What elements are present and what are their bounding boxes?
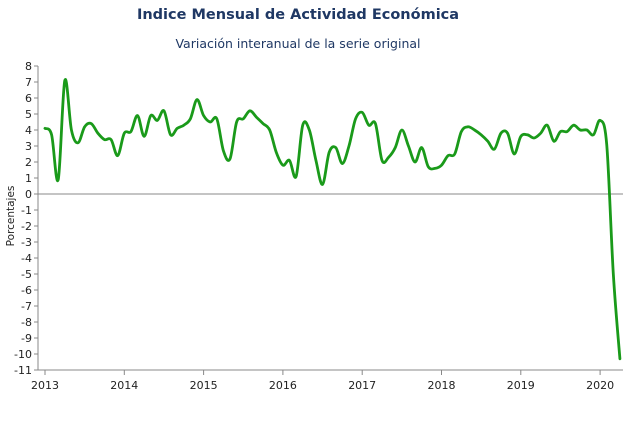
y-tick-label: 5 bbox=[25, 108, 32, 121]
x-tick-label: 2014 bbox=[110, 379, 138, 392]
x-tick-label: 2020 bbox=[586, 379, 614, 392]
series-group bbox=[43, 78, 622, 361]
series-line bbox=[43, 78, 622, 361]
y-tick-label: -3 bbox=[21, 236, 32, 249]
y-tick-label: 7 bbox=[25, 76, 32, 89]
chart-subtitle: Variación interanual de la serie origina… bbox=[175, 36, 421, 51]
x-tick-label: 2013 bbox=[31, 379, 59, 392]
y-tick-label: 0 bbox=[25, 188, 32, 201]
y-tick-label: 3 bbox=[25, 140, 32, 153]
x-tick-label: 2017 bbox=[348, 379, 376, 392]
x-tick-label: 2019 bbox=[507, 379, 535, 392]
y-tick-label: -6 bbox=[21, 284, 32, 297]
y-tick-label: 1 bbox=[25, 172, 32, 185]
chart-title: Indice Mensual de Actividad Económica bbox=[136, 7, 460, 23]
y-tick-label: 2 bbox=[25, 156, 32, 169]
x-tick-label: 2015 bbox=[190, 379, 218, 392]
y-tick-label: -9 bbox=[21, 332, 32, 345]
y-tick-label: -11 bbox=[14, 364, 32, 377]
y-tick-label: -2 bbox=[21, 220, 32, 233]
x-axis-ticks: 2013 2014 2015 2016 2017 2018 2019 2020 bbox=[31, 370, 614, 392]
x-tick-label: 2016 bbox=[269, 379, 297, 392]
y-tick-label: 4 bbox=[25, 124, 32, 137]
y-tick-label: 6 bbox=[25, 92, 32, 105]
y-tick-label: -10 bbox=[14, 348, 32, 361]
y-axis-ticks: 8 7 6 5 4 3 2 1 0 -1 -2 -3 -4 -5 -6 -7 -8 -9 -10 -11 bbox=[14, 60, 38, 377]
y-tick-label: -7 bbox=[21, 300, 32, 313]
y-axis-label: Porcentajes bbox=[5, 186, 17, 247]
y-tick-label: -4 bbox=[21, 252, 32, 265]
y-tick-label: 8 bbox=[25, 60, 32, 73]
y-tick-label: -5 bbox=[21, 268, 32, 281]
y-tick-label: -8 bbox=[21, 316, 32, 329]
y-tick-label: -1 bbox=[21, 204, 32, 217]
chart-axes bbox=[37, 66, 623, 371]
x-tick-label: 2018 bbox=[428, 379, 456, 392]
